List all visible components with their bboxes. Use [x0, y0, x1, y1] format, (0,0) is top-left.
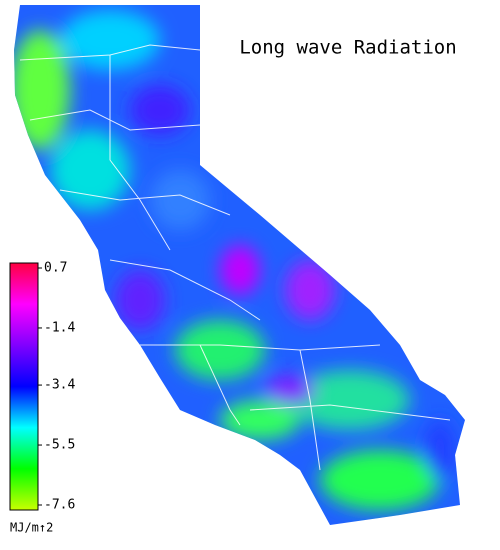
colorbar-unit: MJ/m↑2 — [10, 521, 53, 535]
colorbar-tick-label: -3.4 — [44, 378, 75, 393]
colorbar-tick-label: -5.5 — [44, 438, 75, 453]
map-title: Long wave Radiation — [239, 37, 456, 59]
colorbar — [9, 262, 39, 511]
colorbar-tick-label: -1.4 — [44, 320, 75, 335]
colorbar-tick-label: 0.7 — [44, 261, 67, 276]
colorbar-tick-label: -7.6 — [44, 498, 75, 513]
